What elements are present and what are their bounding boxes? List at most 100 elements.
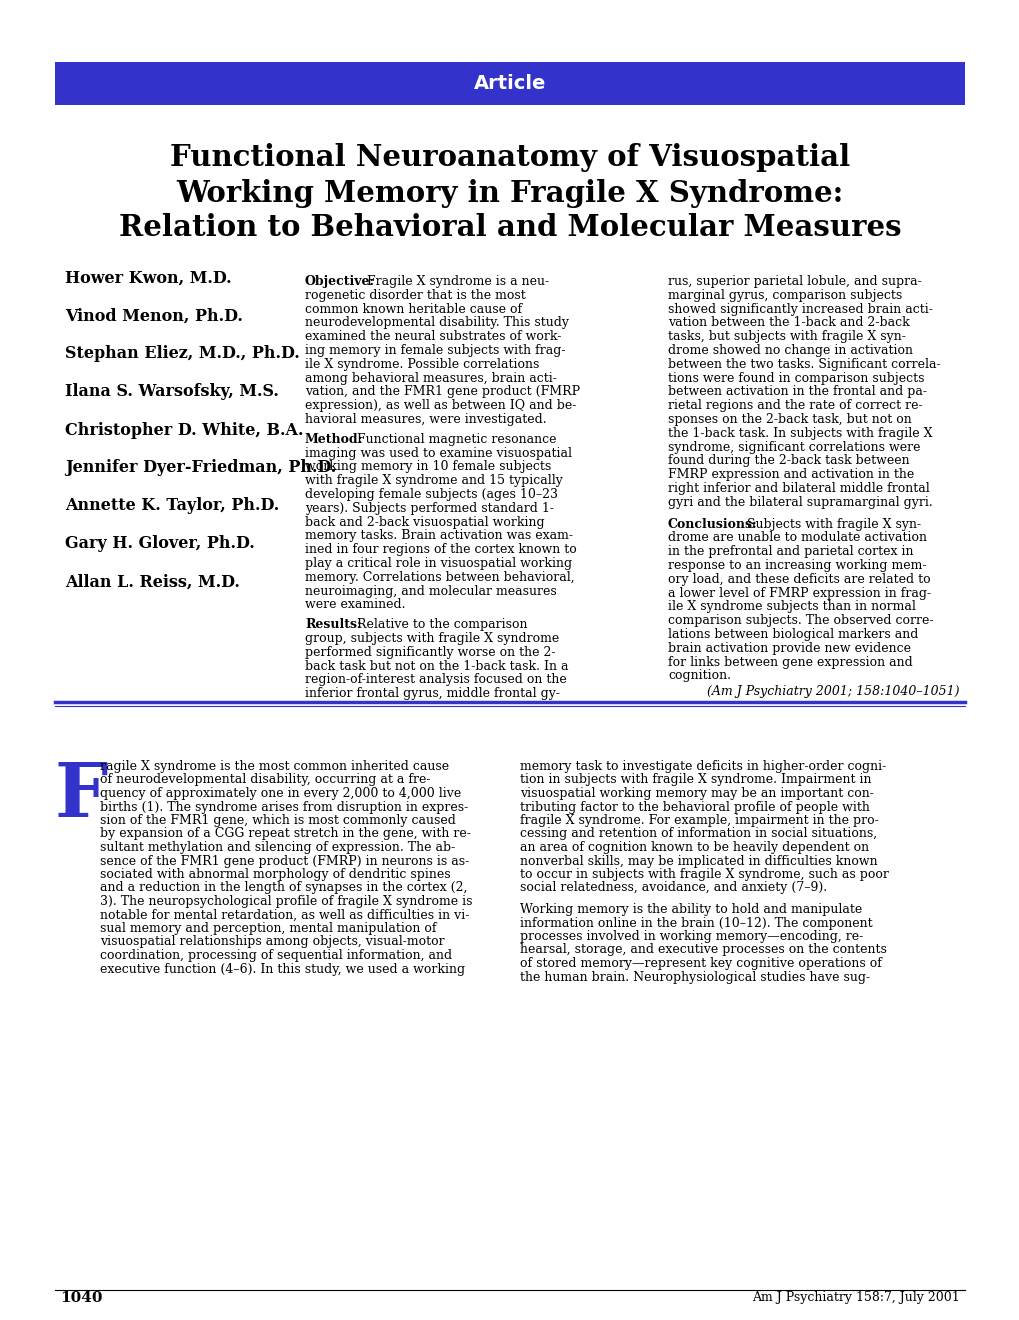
Text: Article: Article [474,74,545,92]
Text: drome showed no change in activation: drome showed no change in activation [667,345,912,356]
Text: memory task to investigate deficits in higher-order cogni-: memory task to investigate deficits in h… [520,760,886,774]
Text: visuospatial working memory may be an important con-: visuospatial working memory may be an im… [520,787,873,800]
Text: visuospatial relationships among objects, visual-motor: visuospatial relationships among objects… [100,936,444,949]
Text: gyri and the bilateral supramarginal gyri.: gyri and the bilateral supramarginal gyr… [667,496,931,508]
Text: Working Memory in Fragile X Syndrome:: Working Memory in Fragile X Syndrome: [176,178,843,207]
Text: vation between the 1-back and 2-back: vation between the 1-back and 2-back [667,317,909,330]
Text: F: F [55,760,108,833]
Text: ory load, and these deficits are related to: ory load, and these deficits are related… [667,573,929,586]
Text: births (1). The syndrome arises from disruption in expres-: births (1). The syndrome arises from dis… [100,800,468,813]
Text: between activation in the frontal and pa-: between activation in the frontal and pa… [667,385,926,399]
Text: Objective:: Objective: [305,275,375,288]
Text: Gary H. Glover, Ph.D.: Gary H. Glover, Ph.D. [65,536,255,553]
Text: found during the 2-back task between: found during the 2-back task between [667,454,909,467]
Text: nonverbal skills, may be implicated in difficulties known: nonverbal skills, may be implicated in d… [520,854,876,867]
Text: years). Subjects performed standard 1-: years). Subjects performed standard 1- [305,502,553,515]
Text: havioral measures, were investigated.: havioral measures, were investigated. [305,413,546,426]
Text: back and 2-back visuospatial working: back and 2-back visuospatial working [305,516,544,528]
Text: processes involved in working memory—encoding, re-: processes involved in working memory—enc… [520,931,862,942]
Text: between the two tasks. Significant correla-: between the two tasks. Significant corre… [667,358,940,371]
Text: drome are unable to modulate activation: drome are unable to modulate activation [667,532,926,544]
Text: tions were found in comparison subjects: tions were found in comparison subjects [667,372,923,384]
Text: 1040: 1040 [60,1291,102,1305]
Text: Vinod Menon, Ph.D.: Vinod Menon, Ph.D. [65,308,243,325]
Text: sual memory and perception, mental manipulation of: sual memory and perception, mental manip… [100,921,436,935]
Text: with fragile X syndrome and 15 typically: with fragile X syndrome and 15 typically [305,474,562,487]
Text: 3). The neuropsychological profile of fragile X syndrome is: 3). The neuropsychological profile of fr… [100,895,472,908]
Text: Subjects with fragile X syn-: Subjects with fragile X syn- [742,517,920,531]
Text: Conclusions:: Conclusions: [667,517,757,531]
Text: back task but not on the 1-back task. In a: back task but not on the 1-back task. In… [305,660,568,673]
Text: Am J Psychiatry 158:7, July 2001: Am J Psychiatry 158:7, July 2001 [752,1291,959,1304]
Text: syndrome, significant correlations were: syndrome, significant correlations were [667,441,919,454]
Text: inferior frontal gyrus, middle frontal gy-: inferior frontal gyrus, middle frontal g… [305,688,559,700]
Text: marginal gyrus, comparison subjects: marginal gyrus, comparison subjects [667,289,902,302]
Text: play a critical role in visuospatial working: play a critical role in visuospatial wor… [305,557,572,570]
Text: were examined.: were examined. [305,598,406,611]
Text: the 1-back task. In subjects with fragile X: the 1-back task. In subjects with fragil… [667,426,931,440]
Text: Functional magnetic resonance: Functional magnetic resonance [353,433,556,446]
Text: memory. Correlations between behavioral,: memory. Correlations between behavioral, [305,570,574,583]
Text: to occur in subjects with fragile X syndrome, such as poor: to occur in subjects with fragile X synd… [520,869,888,880]
Text: performed significantly worse on the 2-: performed significantly worse on the 2- [305,645,555,659]
Text: developing female subjects (ages 10–23: developing female subjects (ages 10–23 [305,488,557,502]
Text: hearsal, storage, and executive processes on the contents: hearsal, storage, and executive processe… [520,944,886,957]
Text: Hower Kwon, M.D.: Hower Kwon, M.D. [65,269,231,286]
Text: and a reduction in the length of synapses in the cortex (2,: and a reduction in the length of synapse… [100,882,467,895]
Text: in the prefrontal and parietal cortex in: in the prefrontal and parietal cortex in [667,545,913,558]
Text: cessing and retention of information in social situations,: cessing and retention of information in … [520,828,876,841]
Text: working memory in 10 female subjects: working memory in 10 female subjects [305,461,550,474]
Text: rogenetic disorder that is the most: rogenetic disorder that is the most [305,289,525,302]
Text: FMRP expression and activation in the: FMRP expression and activation in the [667,469,913,482]
Text: rietal regions and the rate of correct re-: rietal regions and the rate of correct r… [667,399,922,412]
Text: lations between biological markers and: lations between biological markers and [667,628,917,642]
Text: for links between gene expression and: for links between gene expression and [667,656,912,669]
Text: tion in subjects with fragile X syndrome. Impairment in: tion in subjects with fragile X syndrome… [520,774,870,787]
Text: sion of the FMR1 gene, which is most commonly caused: sion of the FMR1 gene, which is most com… [100,814,455,828]
Text: right inferior and bilateral middle frontal: right inferior and bilateral middle fron… [667,482,929,495]
Text: the human brain. Neurophysiological studies have sug-: the human brain. Neurophysiological stud… [520,970,869,983]
Text: ile X syndrome. Possible correlations: ile X syndrome. Possible correlations [305,358,539,371]
Text: among behavioral measures, brain acti-: among behavioral measures, brain acti- [305,372,556,384]
Text: rus, superior parietal lobule, and supra-: rus, superior parietal lobule, and supra… [667,275,921,288]
Text: brain activation provide new evidence: brain activation provide new evidence [667,642,910,655]
Text: cognition.: cognition. [667,669,731,682]
Text: ing memory in female subjects with frag-: ing memory in female subjects with frag- [305,345,565,356]
Text: Relation to Behavioral and Molecular Measures: Relation to Behavioral and Molecular Mea… [118,214,901,243]
Text: Functional Neuroanatomy of Visuospatial: Functional Neuroanatomy of Visuospatial [170,144,849,173]
Text: fragile X syndrome. For example, impairment in the pro-: fragile X syndrome. For example, impairm… [520,814,878,828]
Text: expression), as well as between IQ and be-: expression), as well as between IQ and b… [305,399,576,412]
Text: ined in four regions of the cortex known to: ined in four regions of the cortex known… [305,544,576,556]
Text: examined the neural substrates of work-: examined the neural substrates of work- [305,330,560,343]
Text: executive function (4–6). In this study, we used a working: executive function (4–6). In this study,… [100,962,465,975]
Text: memory tasks. Brain activation was exam-: memory tasks. Brain activation was exam- [305,529,573,543]
Text: of neurodevelopmental disability, occurring at a fre-: of neurodevelopmental disability, occurr… [100,774,430,787]
Text: coordination, processing of sequential information, and: coordination, processing of sequential i… [100,949,451,962]
Text: common known heritable cause of: common known heritable cause of [305,302,522,315]
Text: Working memory is the ability to hold and manipulate: Working memory is the ability to hold an… [520,903,861,916]
Text: showed significantly increased brain acti-: showed significantly increased brain act… [667,302,932,315]
Text: tasks, but subjects with fragile X syn-: tasks, but subjects with fragile X syn- [667,330,905,343]
Text: imaging was used to examine visuospatial: imaging was used to examine visuospatial [305,446,572,459]
Text: neuroimaging, and molecular measures: neuroimaging, and molecular measures [305,585,556,598]
Text: response to an increasing working mem-: response to an increasing working mem- [667,558,925,572]
Text: social relatedness, avoidance, and anxiety (7–9).: social relatedness, avoidance, and anxie… [520,882,826,895]
Text: information online in the brain (10–12). The component: information online in the brain (10–12).… [520,916,872,929]
Text: group, subjects with fragile X syndrome: group, subjects with fragile X syndrome [305,632,558,645]
Text: Relative to the comparison: Relative to the comparison [353,618,527,631]
Text: tributing factor to the behavioral profile of people with: tributing factor to the behavioral profi… [520,800,869,813]
Text: Stephan Eliez, M.D., Ph.D.: Stephan Eliez, M.D., Ph.D. [65,346,300,363]
Text: sociated with abnormal morphology of dendritic spines: sociated with abnormal morphology of den… [100,869,450,880]
Text: a lower level of FMRP expression in frag-: a lower level of FMRP expression in frag… [667,586,930,599]
Text: Christopher D. White, B.A.: Christopher D. White, B.A. [65,421,304,438]
Text: (Am J Psychiatry 2001; 158:1040–1051): (Am J Psychiatry 2001; 158:1040–1051) [707,685,959,698]
Text: quency of approximately one in every 2,000 to 4,000 live: quency of approximately one in every 2,0… [100,787,461,800]
Text: neurodevelopmental disability. This study: neurodevelopmental disability. This stud… [305,317,569,330]
Text: sultant methylation and silencing of expression. The ab-: sultant methylation and silencing of exp… [100,841,454,854]
Text: ile X syndrome subjects than in normal: ile X syndrome subjects than in normal [667,601,915,614]
Text: region-of-interest analysis focused on the: region-of-interest analysis focused on t… [305,673,567,686]
Text: Fragile X syndrome is a neu-: Fragile X syndrome is a neu- [363,275,548,288]
Text: notable for mental retardation, as well as difficulties in vi-: notable for mental retardation, as well … [100,908,469,921]
Text: Ilana S. Warsofsky, M.S.: Ilana S. Warsofsky, M.S. [65,384,278,400]
Text: comparison subjects. The observed corre-: comparison subjects. The observed corre- [667,614,932,627]
